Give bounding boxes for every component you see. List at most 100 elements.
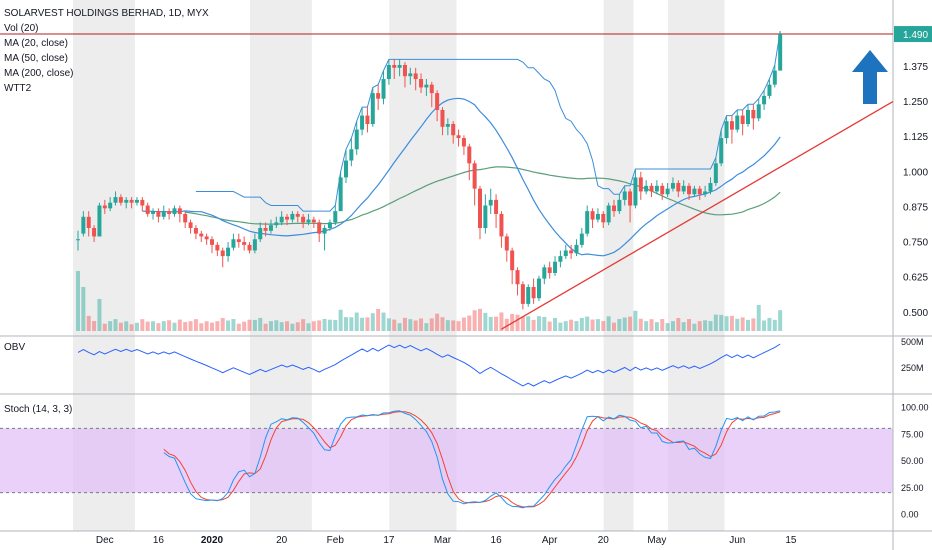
volume-bar [681, 322, 686, 331]
candle-body [392, 64, 397, 68]
volume-bar [156, 323, 161, 331]
candle [322, 225, 327, 251]
volume-bar [778, 310, 783, 331]
legend-ma200: MA (200, close) [4, 68, 74, 79]
candle-body [188, 222, 193, 228]
candle [606, 202, 611, 226]
candle [392, 59, 397, 80]
volume-bar [617, 318, 622, 331]
candle-body [569, 250, 574, 254]
volume-bar [290, 323, 295, 331]
volume-bar [92, 321, 97, 331]
stoch-panel-title: Stoch (14, 3, 3) [4, 404, 73, 415]
candle [542, 264, 547, 285]
candle-body [156, 211, 161, 217]
candle [692, 185, 697, 198]
candle-body [365, 115, 370, 124]
candle [290, 211, 295, 223]
candle [129, 197, 134, 209]
candle-body [456, 135, 461, 139]
price-tick-label: 0.500 [903, 308, 928, 319]
candle-body [558, 256, 563, 262]
volume-bar [719, 314, 724, 331]
candle-body [301, 216, 306, 223]
volume-bar [408, 319, 413, 331]
candle-body [451, 124, 456, 136]
candle-body [435, 93, 440, 110]
candle [86, 211, 91, 237]
candle-body [612, 205, 616, 212]
candle-body [193, 228, 198, 234]
candle-body [113, 197, 118, 203]
legend-wtt2: WTT2 [4, 83, 32, 94]
candle-body [504, 236, 509, 251]
candle-body [97, 205, 102, 237]
volume-bar [488, 316, 493, 331]
volume-bar [285, 321, 290, 331]
candle [670, 177, 675, 192]
volume-bar [193, 319, 198, 331]
stoch-tick-label: 50.00 [901, 456, 924, 466]
candle-body [419, 79, 424, 88]
candle-body [542, 267, 547, 279]
candle-body [177, 208, 182, 214]
candle [612, 199, 616, 217]
candle-body [129, 199, 134, 203]
candle-body [338, 177, 343, 212]
candle [215, 242, 220, 257]
price-tick-label: 0.625 [903, 273, 928, 284]
volume-bar [676, 318, 681, 331]
candle [124, 197, 129, 209]
candle-body [210, 239, 214, 245]
candle [92, 225, 97, 243]
candle-body [638, 177, 643, 192]
candle-body [735, 115, 740, 130]
candle-body [354, 129, 359, 150]
candle-body [724, 121, 729, 139]
volume-bar [767, 317, 772, 331]
candle [247, 242, 252, 254]
time-tick-label: 2020 [201, 535, 224, 546]
candle [295, 211, 300, 223]
volume-bar [692, 323, 697, 331]
volume-bar [226, 320, 231, 331]
volume-bar [708, 321, 713, 331]
volume-bar [247, 319, 252, 331]
volume-bar [113, 319, 118, 331]
candle [360, 107, 365, 136]
candle [317, 219, 322, 243]
candle-body [429, 84, 434, 94]
candle-body [424, 84, 429, 88]
volume-bar [376, 309, 381, 331]
volume-bar [263, 323, 268, 331]
candle [161, 205, 166, 220]
candle-body [402, 64, 407, 77]
candle-body [579, 233, 584, 245]
volume-bar [274, 320, 279, 331]
candle-body [370, 93, 375, 124]
volume-bar [167, 320, 172, 331]
volume-bar [161, 321, 166, 331]
candle [204, 233, 209, 245]
candle-body [687, 185, 692, 195]
volume-bar [381, 312, 386, 331]
volume-bar [413, 320, 418, 331]
volume-bar [215, 321, 220, 331]
candle-body [440, 109, 445, 127]
candle [520, 281, 525, 310]
candle [338, 171, 343, 212]
volume-bar [242, 321, 247, 331]
candle [595, 208, 600, 223]
candle [713, 157, 718, 186]
candle [193, 225, 198, 240]
candle [333, 205, 338, 226]
ma50-line [185, 166, 781, 225]
candle-body [719, 138, 724, 164]
obv-tick-label: 500M [901, 337, 924, 347]
volume-bar [370, 313, 375, 331]
legend-ma50: MA (50, close) [4, 53, 68, 64]
candle [327, 219, 332, 231]
last-price-label: 1.490 [903, 30, 928, 41]
candle-body [510, 250, 515, 271]
